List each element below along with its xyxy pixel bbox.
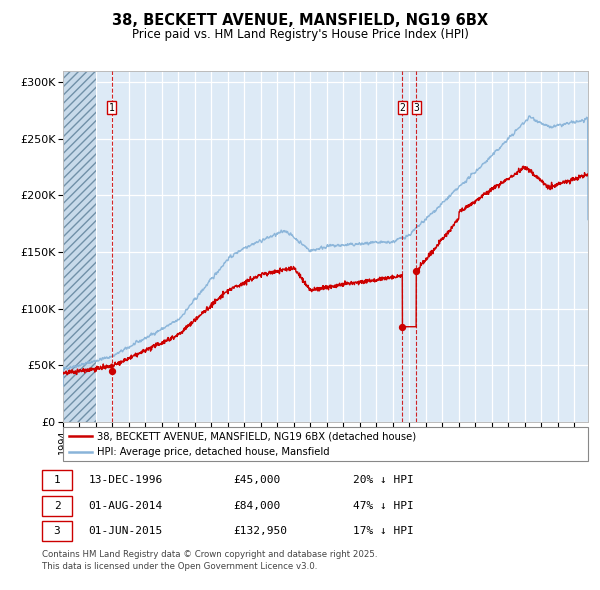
Bar — [63, 71, 96, 422]
Text: 47% ↓ HPI: 47% ↓ HPI — [353, 501, 414, 511]
Text: £132,950: £132,950 — [233, 526, 287, 536]
Text: Contains HM Land Registry data © Crown copyright and database right 2025.
This d: Contains HM Land Registry data © Crown c… — [42, 550, 377, 571]
Text: £45,000: £45,000 — [233, 476, 280, 486]
Text: 38, BECKETT AVENUE, MANSFIELD, NG19 6BX: 38, BECKETT AVENUE, MANSFIELD, NG19 6BX — [112, 13, 488, 28]
FancyBboxPatch shape — [42, 522, 72, 542]
Text: 3: 3 — [53, 526, 61, 536]
Text: 2: 2 — [400, 103, 406, 113]
Point — [107, 366, 116, 376]
Text: 01-AUG-2014: 01-AUG-2014 — [88, 501, 163, 511]
Point — [398, 322, 407, 332]
FancyBboxPatch shape — [42, 470, 72, 490]
Text: £84,000: £84,000 — [233, 501, 280, 511]
Text: 38, BECKETT AVENUE, MANSFIELD, NG19 6BX (detached house): 38, BECKETT AVENUE, MANSFIELD, NG19 6BX … — [97, 431, 416, 441]
Text: 01-JUN-2015: 01-JUN-2015 — [88, 526, 163, 536]
Text: 17% ↓ HPI: 17% ↓ HPI — [353, 526, 414, 536]
FancyBboxPatch shape — [42, 496, 72, 516]
Text: Price paid vs. HM Land Registry's House Price Index (HPI): Price paid vs. HM Land Registry's House … — [131, 28, 469, 41]
Text: 2: 2 — [53, 501, 61, 511]
Point — [412, 267, 421, 276]
Text: 13-DEC-1996: 13-DEC-1996 — [88, 476, 163, 486]
Text: 1: 1 — [53, 476, 61, 486]
Text: 3: 3 — [413, 103, 419, 113]
Text: 20% ↓ HPI: 20% ↓ HPI — [353, 476, 414, 486]
Text: 1: 1 — [109, 103, 115, 113]
Text: HPI: Average price, detached house, Mansfield: HPI: Average price, detached house, Mans… — [97, 447, 330, 457]
